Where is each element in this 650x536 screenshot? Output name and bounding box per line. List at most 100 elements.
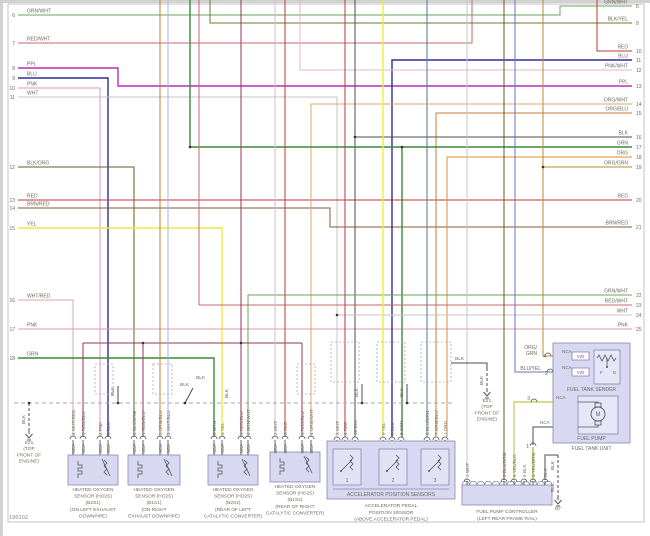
pin-wire-label: 3 RED [283, 421, 288, 435]
free-label: BLK [550, 460, 556, 470]
component-caption: EXHAUST DOWNPIPE) [128, 513, 180, 519]
accel-title: ACCELERATOR POSITION SENSORS [347, 492, 436, 498]
free-label: NCA [556, 395, 567, 400]
wire-blk-ctrl-b7 [544, 454, 558, 480]
diagram-number: 190102 [9, 515, 29, 521]
vio-label: VIO [577, 370, 585, 375]
connector-hook [244, 435, 252, 440]
left-stub-number: 17 [9, 327, 15, 333]
pin-wire-label: 3 YEL/GRN [531, 453, 536, 477]
pin-nca-label: NCA [300, 443, 305, 454]
free-label: 4 [543, 354, 546, 360]
heater-coil-icon [217, 461, 223, 478]
connector-hook [397, 436, 405, 441]
connector-dashed-box [330, 341, 360, 383]
pump-internal-wire [578, 425, 599, 428]
controller-pin-bumps [461, 480, 553, 486]
right-stub-label: BRN/RED [605, 221, 628, 227]
free-label: BLK [399, 387, 405, 397]
free-label: ORG/ [524, 345, 537, 351]
free-label: BLK [550, 482, 556, 492]
component-caption: DOWNPIPE) [79, 513, 107, 519]
right-stub-label: GRN [617, 141, 629, 147]
sender-dot [606, 366, 608, 368]
junction-dot [239, 341, 243, 345]
right-stub-number: 17 [636, 145, 642, 151]
free-label: 2 [545, 371, 548, 377]
left-stub-label: RED/WHT [27, 37, 50, 43]
right-stub-label: GRN/WHT [604, 0, 628, 6]
right-stub-number: 24 [636, 313, 642, 319]
left-stub-number: 11 [10, 95, 15, 101]
pin-wire-label: 6 BLU/GRN [425, 411, 430, 435]
potentiometer-icon [395, 454, 400, 471]
wiper-arrow-icon [340, 459, 353, 472]
connector-dashed-box [376, 341, 406, 383]
component-caption: CATALYTIC CONVERTER) [204, 513, 263, 519]
ground-label: FRONT OF [17, 452, 41, 458]
component-caption: SENSOR (HO2S) [276, 491, 314, 497]
pin-nca-label: NCA [283, 443, 288, 454]
pin-wire-label: 6 YEL/BLK [512, 454, 517, 477]
pin-nca-label: NCA [309, 443, 314, 454]
pin-wire-label: 3 YEL [220, 422, 225, 435]
pin-wire-label: 2 WHT [273, 421, 278, 435]
right-stub-label: BLK/YEL [608, 17, 629, 23]
page-edge-top [0, 0, 650, 3]
right-stub-number: 11 [636, 58, 641, 64]
connector-hook [307, 435, 315, 440]
free-label: BLK [479, 375, 485, 385]
diagram-frame [7, 3, 645, 523]
connector-hook [333, 436, 341, 441]
free-label: BLK [110, 386, 116, 396]
motor-m-label: M [596, 412, 601, 418]
component-caption: HEATED OXYGEN [134, 487, 175, 493]
right-stub-number: 25 [636, 327, 642, 333]
wire-grn-wht-6-8 [18, 5, 632, 16]
wire-org-grn-fuel [542, 0, 553, 357]
right-stub-label: PNK/WHT [605, 64, 628, 70]
pin-nca-label: NCA [81, 443, 86, 454]
left-stub-number: 7 [12, 41, 15, 47]
connector-hook [139, 435, 147, 440]
sender-resistor-icon [596, 354, 617, 362]
connector-hook [69, 435, 77, 440]
right-stub-label: ORG/WHT [604, 98, 628, 104]
connector-hook [520, 478, 528, 483]
left-stub-number: 10 [9, 86, 15, 92]
left-stub-label: PNK [27, 323, 38, 329]
connector-hook [96, 435, 104, 440]
pin-nca-label: NCA [106, 443, 111, 454]
connector-hook [529, 478, 537, 483]
left-stub-label: PNK [27, 82, 38, 88]
wiper-dot [340, 470, 342, 472]
accel-sub-number: 2 [392, 478, 395, 484]
vio-connector-box [571, 351, 590, 361]
left-stub-number: 8 [12, 66, 15, 72]
pin-wire-label: 4 WHT/RED [71, 409, 76, 435]
left-stub-number: 18 [9, 356, 15, 362]
free-label: BLK [196, 375, 206, 381]
pin-wire-label: 1 RED/BLU [141, 411, 146, 435]
right-stub-number: 16 [636, 135, 642, 141]
page-edge-left [0, 0, 3, 536]
left-stub-label: BLU [27, 72, 37, 78]
fuel-tank-unit-label: FUEL TANK UNIT [572, 446, 612, 452]
vio-label: VIO [577, 354, 585, 359]
free-label: NCA [562, 349, 573, 354]
right-stub-number: 8 [636, 4, 639, 10]
pin-nca-label: NCA [273, 443, 278, 454]
wire-pnk-10 [18, 87, 101, 437]
ground-icon [483, 391, 491, 397]
ground-label: ENGINE) [477, 417, 497, 423]
accel-sensor-sub-box [332, 448, 362, 486]
sensor-arrow-icon [241, 458, 251, 477]
wire-shield-hook-2 [184, 387, 194, 404]
wiper-arrow-icon [428, 459, 441, 472]
sender-f-label: F [600, 370, 603, 376]
junction-dot [183, 401, 187, 405]
left-stub-number: 12 [9, 165, 15, 171]
pin-nca-label: NCA [71, 443, 76, 454]
junction-dot [335, 313, 339, 317]
